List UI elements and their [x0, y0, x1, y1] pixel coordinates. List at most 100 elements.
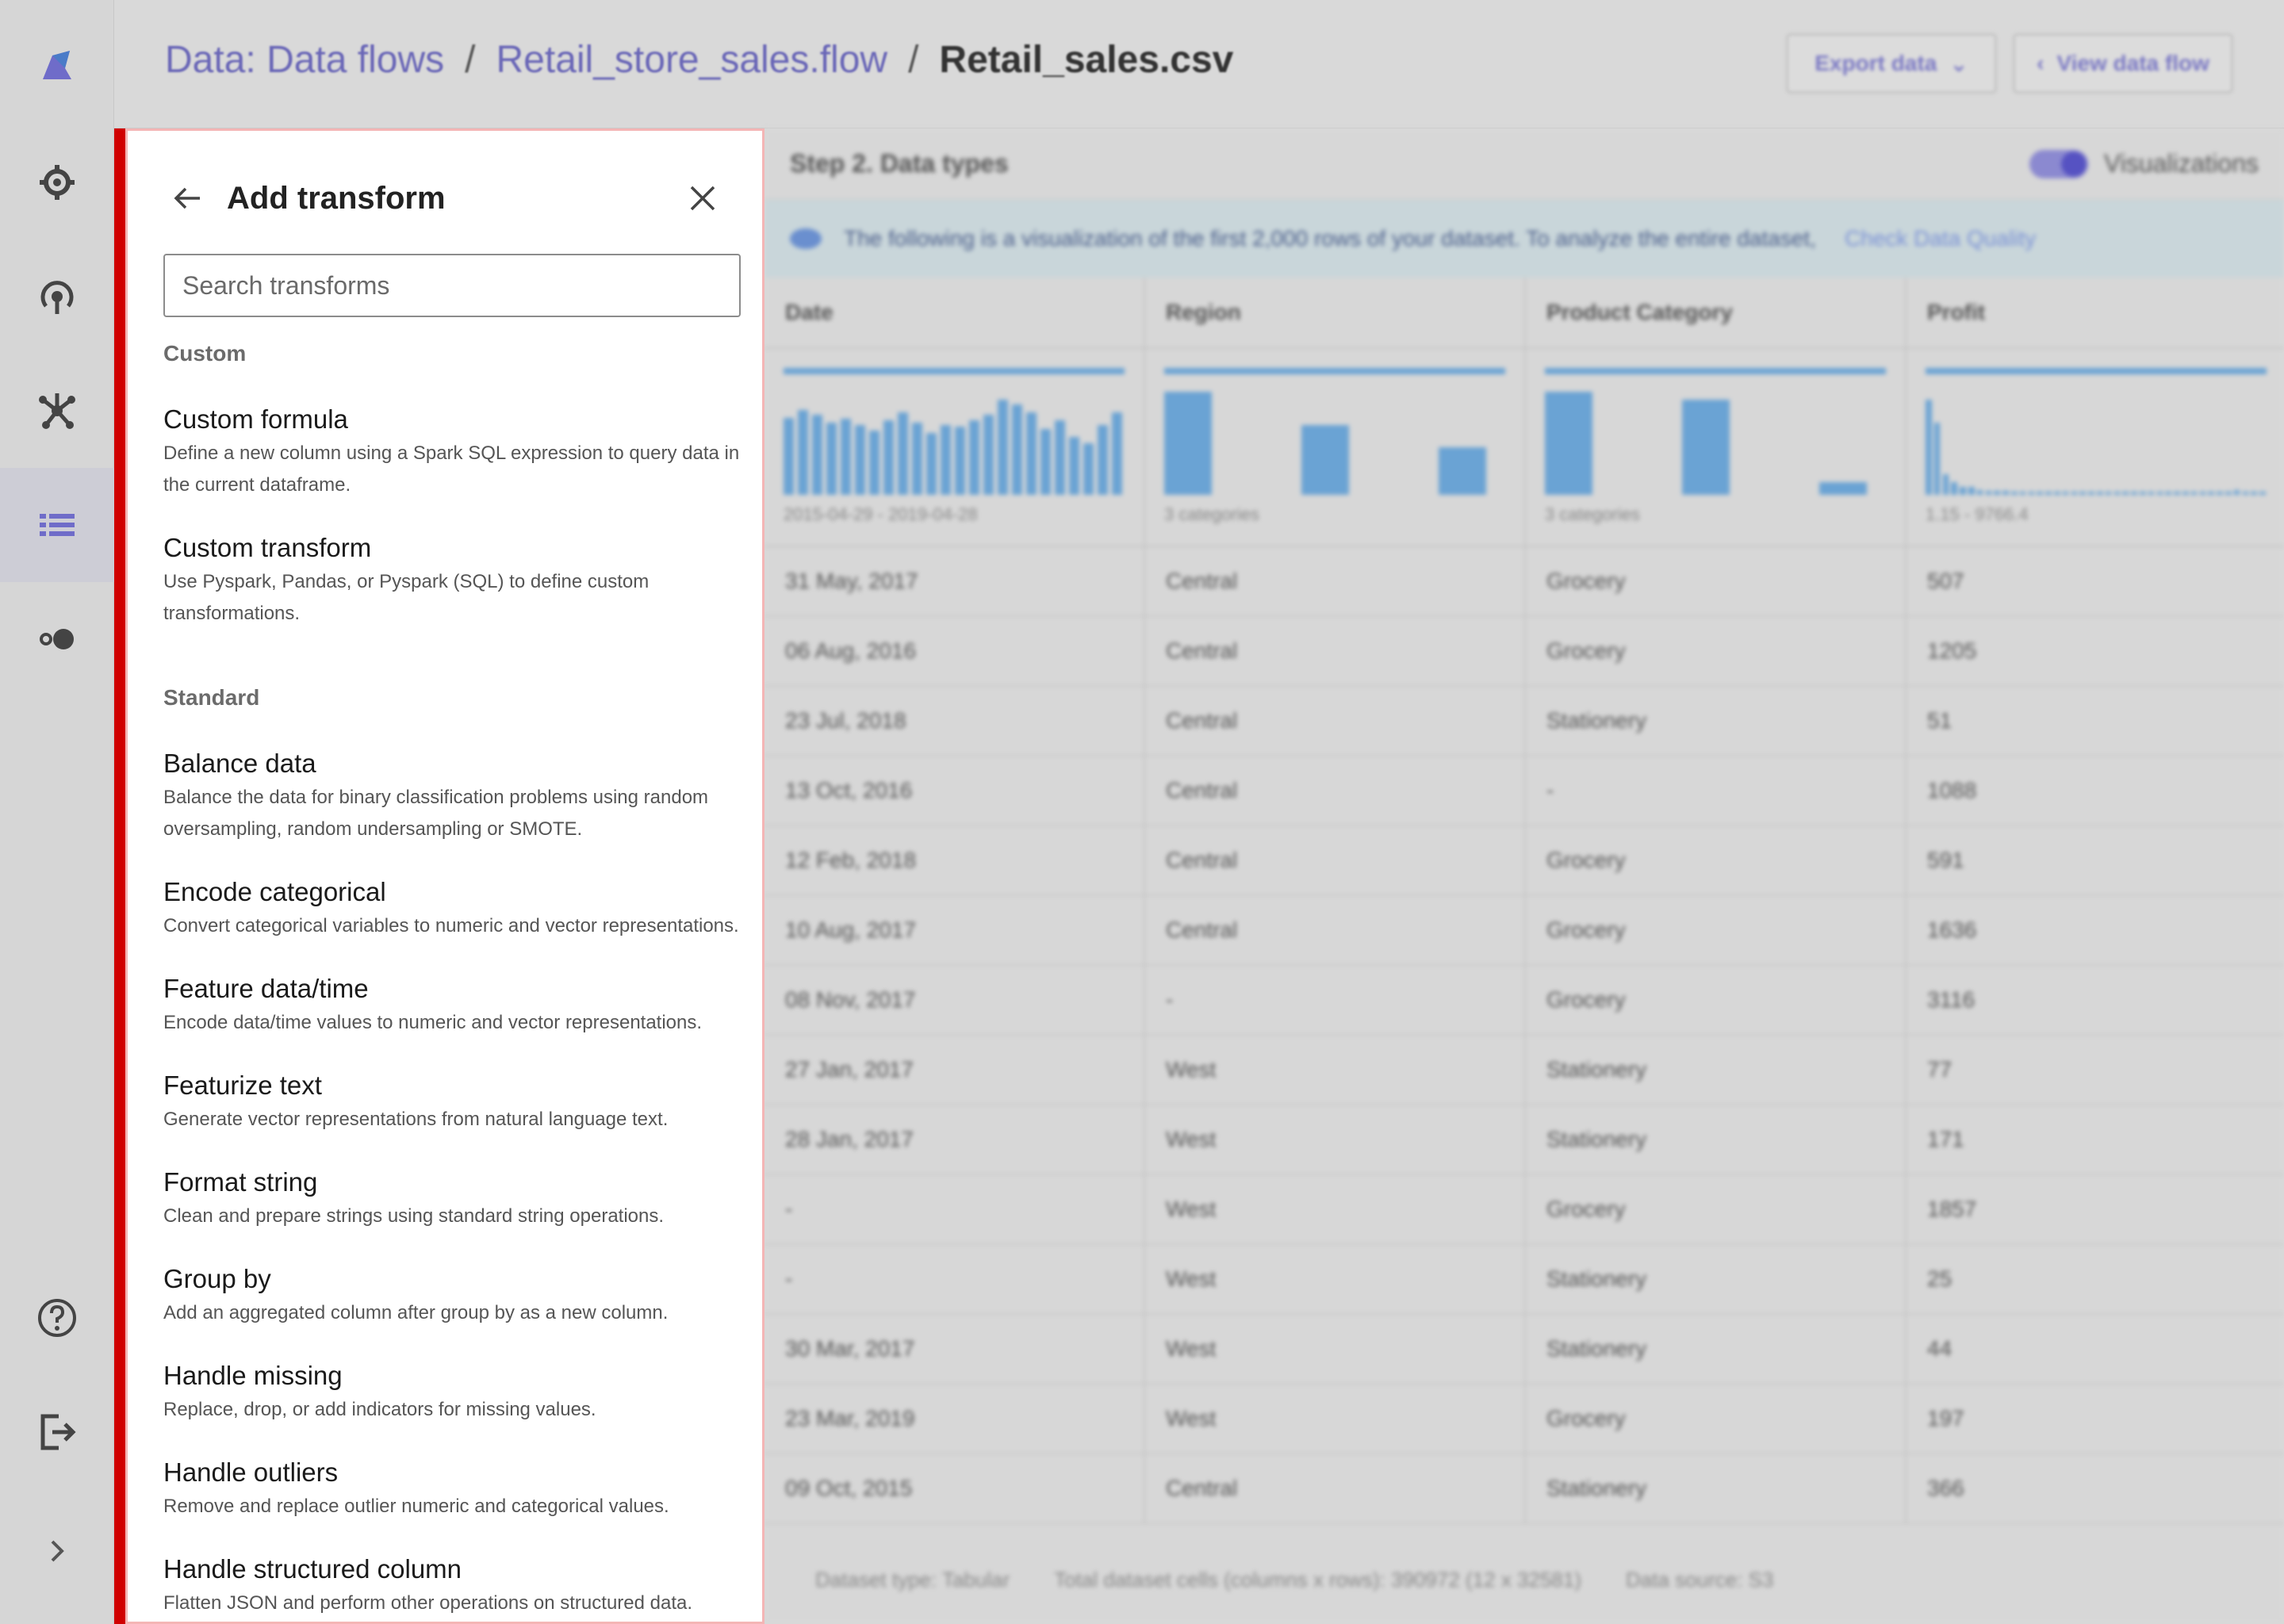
viz-top-line — [1926, 368, 2267, 374]
transform-description: Convert categorical variables to numeric… — [163, 915, 739, 936]
table-cell: 23 Mar, 2019 — [765, 1385, 1145, 1454]
column-header[interactable]: Region — [1145, 278, 1526, 349]
histogram-bar — [2208, 492, 2214, 495]
transform-item[interactable]: Handle structured column Flatten JSON and… — [163, 1553, 749, 1619]
histogram-bar — [926, 433, 937, 495]
table-cell: Grocery — [1526, 1385, 1907, 1454]
column-header[interactable]: Date — [765, 278, 1145, 349]
table-cell: - — [1526, 756, 1907, 826]
breadcrumb: Data: Data flows / Retail_store_sales.fl… — [165, 38, 1233, 82]
transform-item[interactable]: Custom formula Define a new column using … — [163, 403, 749, 501]
table-cell: - — [1145, 966, 1526, 1036]
transform-title: Balance data — [163, 749, 316, 778]
toggle-switch[interactable] — [2029, 149, 2088, 178]
nav-settings[interactable] — [0, 125, 114, 239]
histogram-bar — [1069, 437, 1079, 495]
section-header: Standard — [163, 685, 260, 710]
histogram-bar — [955, 427, 965, 495]
histogram-bar — [2011, 492, 2018, 495]
info-text: The following is a visualization of the … — [844, 226, 1816, 251]
visualizations-toggle[interactable]: Visualizations — [2029, 149, 2259, 178]
histogram-bar — [1545, 392, 1593, 495]
view-data-flow-button[interactable]: ‹ View data flow — [2013, 33, 2233, 94]
nav-toggle[interactable] — [0, 582, 114, 696]
column-visualization: 3 categories — [1526, 349, 1907, 547]
search-transforms-input[interactable] — [163, 254, 741, 317]
check-data-quality-link[interactable]: Check Data Quality — [1844, 226, 2037, 251]
gear-icon — [40, 165, 75, 200]
nav-signout[interactable] — [0, 1375, 114, 1489]
histogram-bar — [883, 420, 894, 495]
table-cell: Stationery — [1526, 1315, 1907, 1385]
transform-item[interactable]: Handle missing Replace, drop, or add indi… — [163, 1359, 749, 1426]
breadcrumb-link[interactable]: Data: Data flows — [165, 39, 445, 81]
breadcrumb-link[interactable]: Retail_store_sales.flow — [496, 39, 888, 81]
table-cell: 51 — [1907, 687, 2284, 756]
transform-item[interactable]: Featurize text Generate vector representa… — [163, 1069, 749, 1136]
transform-description: Replace, drop, or add indicators for mis… — [163, 1399, 596, 1420]
histogram-bar — [941, 424, 951, 495]
histogram-bar — [1012, 404, 1022, 495]
histogram-bar — [1933, 423, 1941, 495]
transform-item[interactable]: Encode categorical Convert categorical va… — [163, 875, 749, 942]
close-icon[interactable] — [680, 176, 725, 220]
transform-description: Generate vector representations from nat… — [163, 1109, 669, 1130]
histogram-bar — [1301, 424, 1350, 495]
back-arrow-icon[interactable] — [165, 176, 209, 220]
histogram-bar — [2182, 492, 2189, 495]
table-cell: West — [1145, 1385, 1526, 1454]
export-data-button[interactable]: Export data ⌄ — [1786, 33, 1997, 94]
histogram-bar — [912, 423, 922, 495]
chevron-down-icon: ⌄ — [1949, 51, 1968, 76]
histogram-bar — [2113, 492, 2121, 495]
table-cell: 27 Jan, 2017 — [765, 1036, 1145, 1105]
column-visualization: 2015-04-29 - 2019-04-28 — [765, 349, 1145, 547]
panel-header: Add transform — [165, 167, 725, 230]
transform-item[interactable]: Balance data Balance the data for binary … — [163, 747, 749, 845]
histogram-bar — [2225, 492, 2232, 495]
column-header[interactable]: Product Category — [1526, 278, 1907, 349]
transform-title: Handle missing — [163, 1361, 343, 1390]
histogram-bar — [2140, 492, 2146, 495]
histogram-bar — [1083, 443, 1094, 495]
histogram-bar — [2233, 489, 2240, 495]
chevron-left-icon: ‹ — [2037, 51, 2044, 75]
histogram-bar — [898, 412, 908, 495]
nav-deploy[interactable] — [0, 239, 114, 354]
table-cell: West — [1145, 1175, 1526, 1245]
table-cell: Central — [1145, 687, 1526, 756]
nav-expand[interactable] — [0, 1494, 114, 1608]
histogram-bar — [1968, 486, 1975, 495]
histogram-bar — [2097, 492, 2103, 495]
table-cell: 31 May, 2017 — [765, 547, 1145, 617]
add-transform-panel: Add transform Custom Custom formula Define… — [114, 128, 765, 1624]
info-icon — [790, 228, 822, 249]
step-bar: Step 2. Data types Visualizations — [765, 128, 2284, 200]
histogram-bar — [2054, 492, 2060, 495]
transform-description: Use Pyspark, Pandas, or Pyspark (SQL) to… — [163, 571, 650, 624]
histogram-bar — [1951, 482, 1957, 495]
transform-description: Add an aggregated column after group by … — [163, 1302, 669, 1323]
transform-item[interactable]: Format string Clean and prepare strings u… — [163, 1166, 749, 1232]
nav-help[interactable] — [0, 1261, 114, 1375]
histogram-bar — [798, 410, 808, 495]
column-header[interactable]: Profit — [1907, 278, 2284, 349]
transform-item[interactable]: Group by Add an aggregated column after g… — [163, 1262, 749, 1329]
transform-title: Format string — [163, 1167, 318, 1197]
transform-item[interactable]: Feature data/time Encode data/time values… — [163, 972, 749, 1039]
transform-item[interactable]: Custom transform Use Pyspark, Pandas, or … — [163, 531, 749, 630]
histogram — [1926, 392, 2267, 495]
app-logo[interactable] — [0, 10, 114, 124]
histogram-bar — [1098, 424, 1108, 495]
table-cell: 171 — [1907, 1105, 2284, 1175]
nav-graph[interactable] — [0, 354, 114, 468]
dataset-footer: Dataset type: Tabular Total dataset cells… — [815, 1568, 1773, 1592]
transform-item[interactable]: Handle outliers Remove and replace outlie… — [163, 1456, 749, 1522]
nav-data[interactable] — [0, 468, 114, 582]
transform-title: Feature data/time — [163, 974, 369, 1003]
histogram-bar — [869, 431, 879, 495]
histogram-bar — [2019, 492, 2026, 495]
table-cell: 1205 — [1907, 617, 2284, 687]
transform-title: Handle outliers — [163, 1457, 339, 1487]
column-visualization: 3 categories — [1145, 349, 1526, 547]
